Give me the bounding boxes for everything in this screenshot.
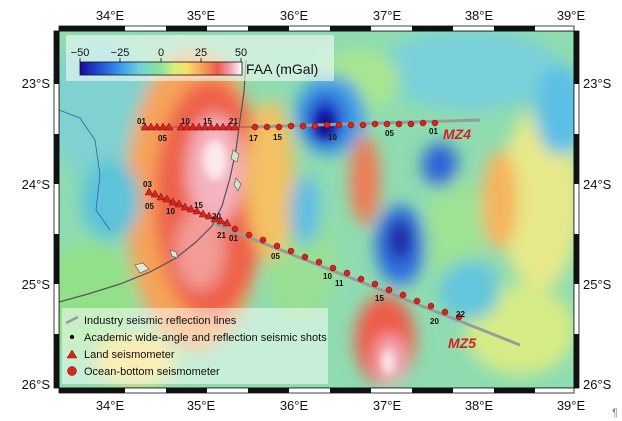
mz4-obs-label: 15 [273, 133, 282, 142]
mz4-land-seismometers [140, 122, 240, 131]
map-legend: Industry seismic reflection lines Academ… [62, 308, 328, 384]
lon-tick-label: 35°E [187, 398, 216, 413]
lon-tick-label: 39°E [557, 8, 586, 23]
mz5-land-label: 20 [212, 212, 221, 221]
colorbar: −50 −25 0 25 50 FAA (mGal) [66, 35, 334, 81]
latitude-labels-right: 23°S 24°S 25°S 26°S [583, 76, 612, 392]
colorbar-tick: 50 [235, 47, 247, 59]
colorbar-ramp [79, 61, 243, 76]
mz4-obs-label: 10 [328, 133, 337, 142]
lat-tick-label: 23°S [22, 76, 51, 91]
lon-tick-label: 34°E [96, 8, 125, 23]
mz4-land-label: 21 [229, 117, 238, 126]
legend-item-label: Land seismometer [84, 349, 175, 361]
legend-triangle-symbol [66, 349, 78, 359]
lon-tick-label: 37°E [373, 8, 402, 23]
mz5-obs-stations [231, 225, 463, 321]
mz5-land-label: 15 [194, 201, 203, 210]
lon-tick-label: 37°E [373, 398, 402, 413]
colorbar-tick: −25 [111, 47, 130, 59]
profile-label-mz5: MZ5 [448, 335, 476, 351]
mz5-obs-label: 01 [229, 234, 238, 243]
mz5-land-label: 03 [143, 180, 152, 189]
lon-tick-label: 36°E [280, 8, 309, 23]
lat-tick-label: 26°S [22, 377, 51, 392]
lat-tick-label: 26°S [583, 377, 612, 392]
mz5-land-seismometers [144, 187, 232, 227]
legend-item-label: Industry seismic reflection lines [84, 315, 237, 327]
colorbar-tick: 25 [195, 47, 207, 59]
legend-industry-line-symbol [65, 315, 79, 325]
mz5-obs-label: 11 [335, 279, 344, 288]
mz5-obs-label: 15 [375, 294, 384, 303]
mz4-land-label: 01 [137, 117, 146, 126]
lon-tick-label: 35°E [187, 8, 216, 23]
mz5-obs-label: 05 [271, 252, 280, 261]
latitude-labels-left: 23°S 24°S 25°S 26°S [22, 76, 51, 392]
mz4-obs-label: 17 [249, 134, 258, 143]
legend-circle-symbol [67, 366, 77, 376]
profile-label-mz4: MZ4 [443, 126, 471, 142]
mz4-obs-label: 01 [429, 127, 438, 136]
longitude-labels-top: 34°E 35°E 36°E 37°E 38°E 39°E [96, 8, 586, 23]
legend-item-label: Academic wide-angle and reflection seism… [84, 332, 327, 344]
mz5-station-labels: 03 05 10 15 20 21 01 05 10 11 15 20 22 [143, 180, 465, 326]
mz4-station-labels: 01 05 10 15 21 17 15 10 05 01 [137, 117, 438, 143]
coastline [59, 59, 247, 303]
industry-line-mz5 [214, 222, 521, 347]
map-frame [53, 25, 580, 394]
paragraph-mark: ¶ [612, 407, 618, 419]
lon-tick-label: 34°E [96, 398, 125, 413]
mz4-obs-label: 05 [385, 129, 394, 138]
colorbar-tick: 0 [158, 47, 164, 59]
colorbar-title: FAA (mGal) [246, 61, 318, 77]
lat-tick-label: 25°S [22, 277, 51, 292]
longitude-labels-bottom: 34°E 35°E 36°E 37°E 38°E 39°E [96, 398, 586, 413]
lon-tick-label: 36°E [280, 398, 309, 413]
lat-tick-label: 25°S [583, 277, 612, 292]
mz5-obs-label: 22 [456, 310, 465, 319]
lon-tick-label: 38°E [465, 398, 494, 413]
legend-item-label: Ocean-bottom seismometer [84, 366, 220, 378]
lon-tick-label: 39°E [557, 398, 586, 413]
lat-tick-label: 24°S [22, 177, 51, 192]
mz5-land-label: 10 [166, 207, 175, 216]
river-lines [59, 109, 111, 231]
mz5-obs-label: 20 [430, 317, 439, 326]
colorbar-tick: −50 [71, 47, 90, 59]
lat-tick-label: 24°S [583, 177, 612, 192]
mz5-land-label: 21 [217, 231, 226, 240]
mz5-land-label: 05 [145, 202, 154, 211]
seismic-profiles [140, 118, 521, 347]
lon-tick-label: 38°E [465, 8, 494, 23]
mz4-land-label: 15 [203, 117, 212, 126]
legend-shot-dot-symbol [69, 334, 75, 340]
lat-tick-label: 23°S [583, 76, 612, 91]
mz4-obs-stations [251, 119, 439, 131]
legend-box [62, 308, 328, 384]
faa-anomaly-field [59, 31, 574, 388]
mz5-obs-label: 10 [323, 272, 332, 281]
mz4-land-label: 10 [181, 117, 190, 126]
mz4-land-label: 05 [158, 134, 167, 143]
